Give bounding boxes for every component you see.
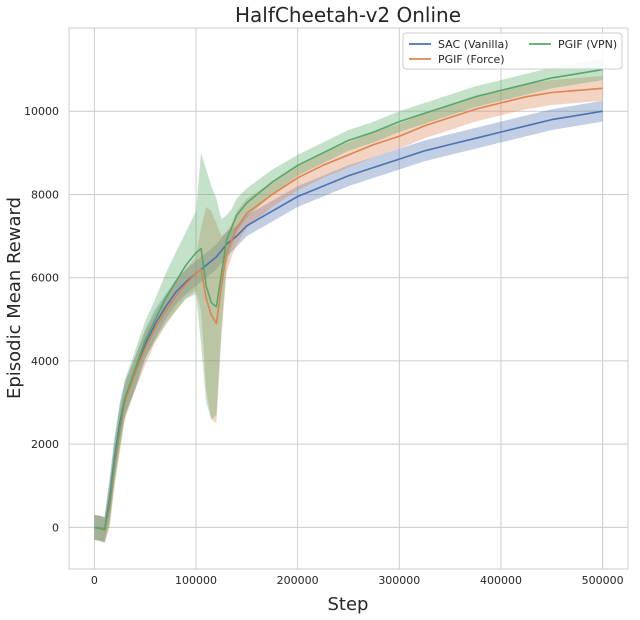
legend-label: PGIF (VPN)	[558, 38, 617, 51]
chart-title: HalfCheetah-v2 Online	[235, 3, 461, 27]
plot-area	[68, 27, 629, 570]
grid	[69, 28, 628, 569]
legend: SAC (Vanilla) PGIF (VPN) PGIF (Force)	[402, 32, 623, 70]
y-tick-label: 10000	[24, 105, 59, 118]
x-axis-label: Step	[328, 594, 369, 615]
x-tick-label: 0	[91, 574, 98, 587]
x-tick-label: 300000	[378, 574, 420, 587]
x-tick-label: 500000	[582, 574, 624, 587]
legend-label: PGIF (Force)	[438, 53, 505, 66]
y-tick-label: 8000	[31, 188, 59, 201]
x-tick-label: 100000	[175, 574, 217, 587]
x-tick-label: 400000	[480, 574, 522, 587]
legend-label: SAC (Vanilla)	[438, 38, 509, 51]
tick-labels: 0 100000 200000 300000 400000 500000 0 2000 4000…	[24, 105, 624, 587]
x-tick-label: 200000	[277, 574, 319, 587]
series-lines	[94, 68, 603, 532]
legend-box	[402, 32, 623, 70]
y-tick-label: 4000	[31, 355, 59, 368]
y-tick-label: 0	[52, 521, 59, 534]
y-tick-label: 6000	[31, 272, 59, 285]
y-axis-label: Episodic Mean Reward	[4, 197, 25, 399]
y-tick-label: 2000	[31, 438, 59, 451]
series-line-2	[94, 68, 603, 531]
